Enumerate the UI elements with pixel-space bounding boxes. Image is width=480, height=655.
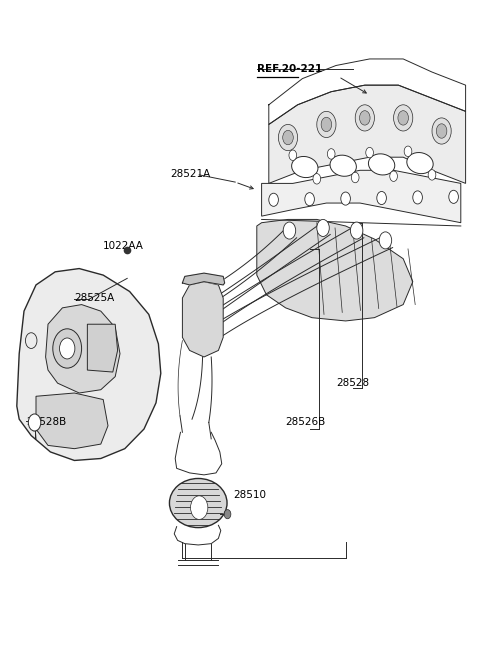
Circle shape [404,146,412,157]
Circle shape [305,193,314,206]
Polygon shape [46,305,120,393]
Text: 28528B: 28528B [26,417,67,428]
Circle shape [350,222,363,239]
Circle shape [25,333,37,348]
Circle shape [360,111,370,125]
Circle shape [224,510,231,519]
Circle shape [377,191,386,204]
Circle shape [278,124,298,151]
Polygon shape [182,273,225,285]
Circle shape [269,193,278,206]
Text: 28525A: 28525A [74,293,115,303]
Polygon shape [36,393,108,449]
Circle shape [313,174,321,184]
Circle shape [436,124,447,138]
Circle shape [317,219,329,236]
Circle shape [283,222,296,239]
Circle shape [28,414,41,431]
Polygon shape [17,269,161,460]
Circle shape [428,170,436,180]
Text: 28521A: 28521A [170,168,211,179]
Ellipse shape [407,153,433,174]
Text: 1022AA: 1022AA [103,240,144,251]
Ellipse shape [169,478,227,528]
Circle shape [317,111,336,138]
Circle shape [379,232,392,249]
Circle shape [191,496,208,519]
Circle shape [60,338,75,359]
Circle shape [341,192,350,205]
Circle shape [351,172,359,183]
Circle shape [390,171,397,181]
Circle shape [398,111,408,125]
Ellipse shape [292,157,318,178]
Circle shape [432,118,451,144]
Polygon shape [87,324,118,372]
Ellipse shape [369,154,395,175]
Polygon shape [262,170,461,223]
Circle shape [283,130,293,145]
Text: REF.20-221: REF.20-221 [257,64,322,74]
Circle shape [53,329,82,368]
Circle shape [449,191,458,204]
Circle shape [394,105,413,131]
Circle shape [413,191,422,204]
Circle shape [355,105,374,131]
Text: 28528: 28528 [336,378,369,388]
Ellipse shape [330,155,356,176]
Text: 28510: 28510 [233,489,266,500]
Polygon shape [257,219,413,321]
Circle shape [289,150,297,160]
Polygon shape [269,85,466,183]
Text: 28526B: 28526B [286,417,326,428]
Circle shape [321,117,332,132]
Circle shape [366,147,373,158]
Polygon shape [182,282,223,357]
Circle shape [327,149,335,159]
